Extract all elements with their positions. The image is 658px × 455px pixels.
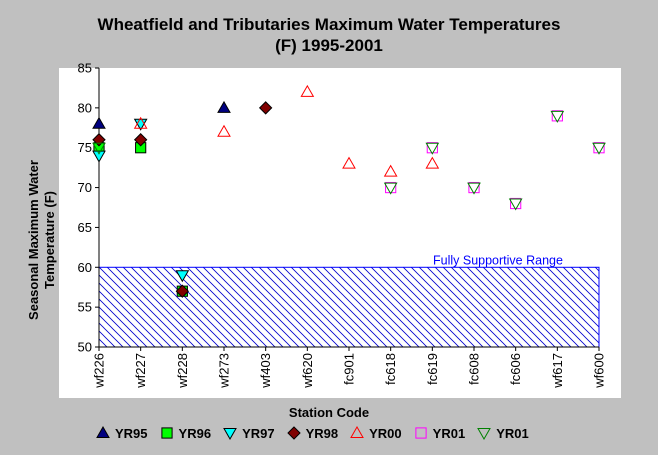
y-axis-label-line-1: Seasonal Maximum Water <box>26 160 41 320</box>
data-point <box>258 101 273 115</box>
legend-item: YR97 <box>223 426 275 441</box>
legend-label: YR96 <box>178 425 212 441</box>
y-tick-label: 75 <box>78 140 92 155</box>
legend-label: YR97 <box>242 425 275 441</box>
data-point <box>133 118 148 131</box>
legend-item: YR95 <box>96 426 148 441</box>
legend-item: YR00 <box>350 426 402 441</box>
data-point <box>217 100 231 113</box>
data-point <box>175 270 190 283</box>
x-tick-label: fc606 <box>508 353 523 385</box>
legend-item: YR96 <box>160 425 212 441</box>
x-tick-label: fc618 <box>383 353 398 385</box>
data-point <box>508 198 523 211</box>
x-tick-label: fc901 <box>342 353 357 385</box>
x-tick-label: wf226 <box>92 353 107 389</box>
y-tick-label: 85 <box>78 61 92 76</box>
data-point <box>92 142 106 155</box>
data-point <box>467 182 481 195</box>
data-point <box>342 156 356 169</box>
legend-marker-icon <box>96 426 110 438</box>
band-label: Fully Supportive Range <box>433 253 563 267</box>
data-point <box>92 116 106 129</box>
data-point <box>300 84 315 97</box>
series-yr97-2 <box>92 118 190 283</box>
legend-marker-icon <box>415 427 427 439</box>
legend-item: YR01 <box>477 426 529 441</box>
x-axis-label: Station Code <box>288 405 370 420</box>
data-point <box>383 182 398 195</box>
x-tick-label: wf617 <box>550 353 565 389</box>
y-axis-label-line-2: Temperature (F) <box>42 191 57 289</box>
series-yr95-0 <box>92 100 231 129</box>
legend-marker-icon <box>160 427 173 439</box>
series-yr98-3 <box>92 101 273 298</box>
data-point <box>550 110 565 123</box>
legend: YR95 YR96 YR97 YR98 YR00 YR01 YR01 <box>96 424 529 442</box>
x-tick-label: wf620 <box>300 353 315 389</box>
y-axis-label: Seasonal Maximum Water Temperature (F) <box>26 160 58 320</box>
legend-label: YR01 <box>496 425 529 441</box>
x-tick-label: wf600 <box>592 353 607 389</box>
data-point <box>425 156 440 169</box>
legend-item: YR01 <box>414 425 466 441</box>
legend-marker-icon <box>477 428 492 440</box>
data-point <box>133 116 148 129</box>
legend-label: YR95 <box>115 425 148 441</box>
data-point <box>92 150 106 163</box>
data-point <box>133 133 148 147</box>
legend-marker-icon <box>223 428 237 440</box>
y-tick-label: 70 <box>78 180 92 195</box>
legend-label: YR01 <box>432 425 466 441</box>
data-point <box>383 164 398 177</box>
y-tick-label: 65 <box>78 220 92 235</box>
y-tick-label: 60 <box>78 260 92 275</box>
data-point <box>592 142 606 155</box>
legend-label: YR00 <box>369 425 402 441</box>
legend-marker-icon <box>286 426 301 440</box>
y-tick-label: 80 <box>78 100 92 115</box>
x-tick-label: wf228 <box>175 353 190 389</box>
x-tick-label: fc619 <box>425 353 440 385</box>
chart-title-line-1: Wheatfield and Tributaries Maximum Water… <box>97 15 561 34</box>
data-point <box>425 142 440 155</box>
legend-label: YR98 <box>305 425 339 441</box>
y-tick-label: 50 <box>78 340 92 355</box>
legend-marker-icon <box>350 426 364 438</box>
x-tick-label: wf273 <box>217 353 232 389</box>
x-tick-label: fc608 <box>467 353 482 385</box>
legend-item: YR98 <box>286 425 339 441</box>
chart-title-line-2: (F) 1995-2001 <box>275 36 383 55</box>
series-yr01-6 <box>92 110 606 211</box>
x-tick-label: wf403 <box>258 353 273 389</box>
chart-title: Wheatfield and Tributaries Maximum Water… <box>0 14 658 56</box>
series-yr00-4 <box>133 84 440 177</box>
data-point <box>217 124 231 137</box>
x-tick-label: wf227 <box>133 353 148 389</box>
y-tick-label: 55 <box>78 300 92 315</box>
data-point <box>175 284 190 298</box>
fully-supportive-band <box>98 266 600 348</box>
